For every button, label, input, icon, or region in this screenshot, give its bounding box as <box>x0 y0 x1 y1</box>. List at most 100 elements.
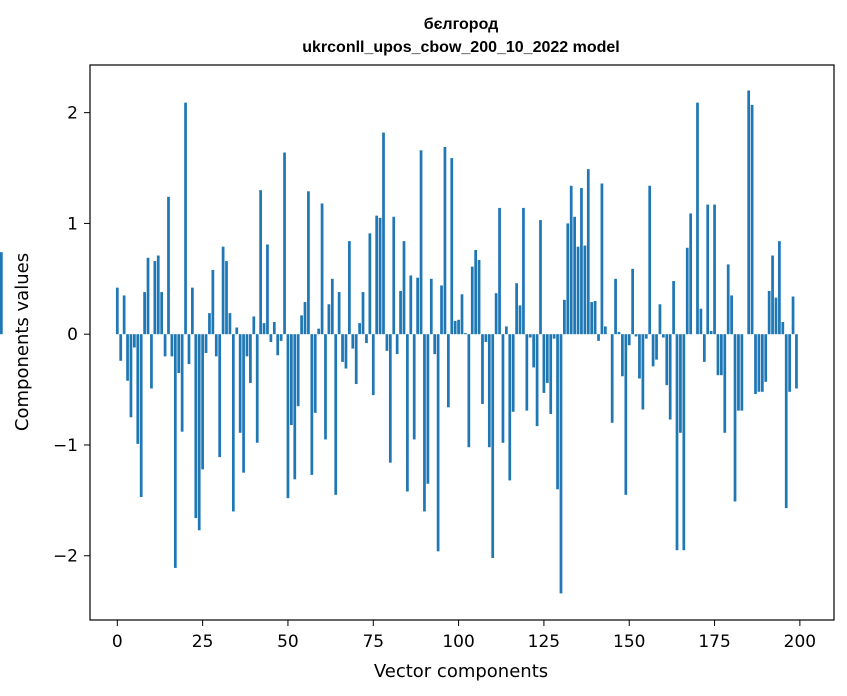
bar <box>348 241 351 335</box>
bar <box>474 250 478 335</box>
y-axis-label: Components values <box>12 253 33 431</box>
bar <box>197 334 201 531</box>
bar <box>307 191 310 335</box>
bar <box>679 334 682 433</box>
bar <box>150 334 153 389</box>
bar <box>337 292 341 335</box>
bar <box>143 292 146 335</box>
bar <box>382 132 385 335</box>
bar <box>399 290 402 335</box>
bar <box>160 292 164 335</box>
bar <box>580 187 583 335</box>
bar <box>788 334 791 392</box>
bar <box>675 334 679 551</box>
chart-title: бєлгород <box>424 16 499 33</box>
bar <box>569 185 573 335</box>
bar <box>706 204 710 335</box>
bar <box>760 334 764 392</box>
bar <box>0 252 3 335</box>
bar <box>586 169 590 335</box>
bar <box>177 334 181 373</box>
bar <box>225 261 228 335</box>
bar <box>713 204 716 335</box>
bar <box>518 305 522 335</box>
y-tick-label: 2 <box>67 104 78 124</box>
bar <box>259 190 263 335</box>
bar <box>371 334 375 396</box>
y-tick-label: 0 <box>67 325 78 345</box>
bar <box>156 255 160 335</box>
bar <box>173 334 177 568</box>
bar <box>621 334 624 377</box>
bar <box>443 146 447 335</box>
bar <box>631 268 635 335</box>
bar <box>590 302 594 335</box>
bar-series <box>0 90 798 594</box>
bar <box>133 334 136 348</box>
bar <box>778 241 781 335</box>
bar <box>661 334 665 338</box>
bar <box>498 207 501 335</box>
bar <box>167 196 170 335</box>
bar <box>709 330 713 335</box>
bar <box>487 334 491 448</box>
y-tick-label: 1 <box>67 214 78 234</box>
bar <box>532 334 536 368</box>
bar <box>252 316 256 335</box>
bar <box>699 308 703 335</box>
bar <box>344 334 348 369</box>
x-tick-label: 0 <box>112 632 123 652</box>
bar <box>638 334 641 379</box>
bar <box>781 322 785 335</box>
bar <box>354 334 358 385</box>
bar <box>795 334 798 389</box>
bar <box>228 313 232 335</box>
bar <box>406 334 409 492</box>
bar <box>341 334 344 362</box>
bar <box>436 334 440 552</box>
bar <box>481 334 484 404</box>
bar <box>286 334 290 499</box>
bar <box>242 334 245 473</box>
bar <box>614 278 617 335</box>
bar <box>655 334 658 360</box>
bar <box>136 334 140 444</box>
bar <box>453 320 457 335</box>
bar <box>126 334 129 381</box>
bar <box>597 334 600 341</box>
bar <box>644 334 648 339</box>
bar <box>784 334 788 509</box>
bar <box>361 292 365 335</box>
bar <box>385 334 389 351</box>
x-tick-label: 175 <box>698 632 730 652</box>
bar <box>211 269 215 335</box>
bar <box>392 216 396 335</box>
bar <box>484 334 488 342</box>
bar <box>187 334 191 365</box>
bar <box>351 334 355 349</box>
bar <box>464 333 467 335</box>
bar <box>440 285 443 335</box>
bar <box>276 334 280 356</box>
bar <box>757 334 761 392</box>
bar <box>747 90 751 335</box>
bar <box>416 277 419 335</box>
bar <box>726 264 730 335</box>
bar <box>583 245 587 335</box>
bar <box>627 334 631 346</box>
bar <box>682 334 686 551</box>
bar <box>542 334 546 393</box>
bar <box>296 334 300 407</box>
bar <box>163 334 167 357</box>
y-tick-label: −1 <box>53 436 78 456</box>
bar <box>450 158 454 335</box>
bar <box>750 104 754 335</box>
bar <box>511 334 515 412</box>
bar <box>324 334 327 440</box>
bar <box>515 283 518 335</box>
bar <box>320 203 324 335</box>
bar <box>600 183 604 335</box>
bar <box>720 334 723 376</box>
bar <box>139 334 143 498</box>
bar <box>559 334 563 594</box>
